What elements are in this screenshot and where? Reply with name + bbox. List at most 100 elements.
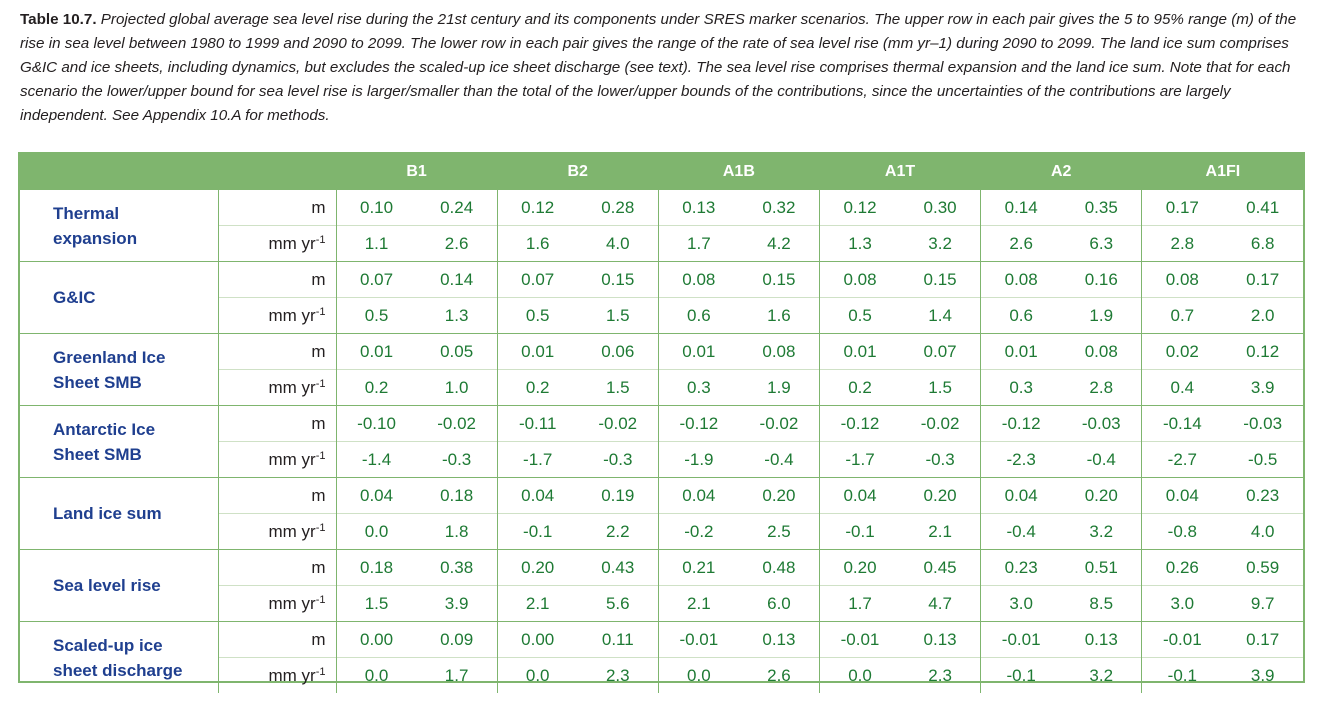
value-cell: 1.7 — [657, 225, 739, 262]
value-cell: -0.3 — [416, 441, 498, 478]
header-blank-units — [217, 154, 336, 190]
value-cell: 6.3 — [1061, 225, 1142, 262]
value-cell: 0.00 — [336, 621, 417, 658]
value-cell: 0.20 — [818, 549, 901, 586]
value-cell: 0.7 — [1141, 297, 1223, 334]
value-cell: -1.7 — [496, 441, 578, 478]
value-cell: 0.28 — [601, 197, 635, 217]
value-cell: 0.41 — [1246, 197, 1280, 217]
value-cell: 9.7 — [1222, 585, 1303, 622]
value-cell: 0.3 — [657, 369, 739, 406]
scenario-header: A1FI — [1140, 154, 1303, 190]
value-cell: 0.08 — [657, 261, 739, 298]
value-cell: 0.20 — [738, 477, 820, 514]
value-cell: 0.26 — [1141, 549, 1223, 586]
value-cell: -0.11 — [496, 405, 578, 442]
unit-metres: m — [218, 477, 337, 514]
value-cell: 2.8 — [1061, 369, 1142, 406]
value-cell: 0.43 — [577, 549, 659, 586]
row-label-line: Antarctic Ice — [53, 419, 156, 439]
value-cell: 0.01 — [336, 333, 417, 370]
value-cell: 0.17 — [1141, 190, 1223, 226]
value-cell: -0.01 — [980, 621, 1062, 658]
value-cell: 0.35 — [1084, 197, 1118, 217]
value-cell: 0.38 — [416, 549, 498, 586]
value-cell: -0.3 — [900, 441, 981, 478]
value-cell: 3.9 — [1222, 369, 1303, 406]
value-cell: 0.0 — [496, 657, 578, 693]
table-row: Antarctic Ice Sheet SMB m -0.10 -0.02 -0.11 -0… — [20, 405, 1303, 478]
value-cell: 2.3 — [577, 657, 659, 693]
value-cell: 1.3 — [416, 297, 498, 334]
unit-rate: mm yr-1 — [218, 297, 337, 334]
value-cell: -2.3 — [980, 441, 1062, 478]
value-cell: 0.17 — [1222, 261, 1303, 298]
unit-metres: m — [218, 621, 337, 658]
value-cell: 1.4 — [900, 297, 981, 334]
sea-level-table: B1 B2 A1B A1T A2 A1FI Thermal expansion m 0.10 0.… — [18, 152, 1305, 693]
value-cell: 3.0 — [1141, 585, 1223, 622]
row-label: Thermal expansion — [20, 190, 219, 262]
value-cell: 1.0 — [416, 369, 498, 406]
value-cell: 0.15 — [900, 261, 981, 298]
value-cell: -0.01 — [1141, 621, 1223, 658]
value-cell: 5.6 — [577, 585, 659, 622]
value-cell: 3.9 — [416, 585, 498, 622]
value-cell: 4.0 — [577, 225, 659, 262]
value-cell: 0.09 — [416, 621, 498, 658]
row-label-line: Sea level rise — [53, 576, 161, 595]
value-cell: 1.6 — [738, 297, 820, 334]
row-label-line: Sheet SMB — [53, 372, 142, 392]
value-cell: -0.01 — [657, 621, 739, 658]
value-cell: -0.1 — [818, 513, 901, 550]
table-row: Sea level rise m 0.18 0.38 0.20 0.43 0.21 0.48 0… — [20, 549, 1303, 622]
value-cell: 1.5 — [577, 369, 659, 406]
value-cell: 2.0 — [1222, 297, 1303, 334]
value-cell: 0.06 — [577, 333, 659, 370]
scenario-header: A1B — [657, 154, 820, 190]
value-cell: 0.48 — [738, 549, 820, 586]
row-label-line: Greenland Ice — [53, 347, 166, 367]
value-cell: 0.08 — [980, 261, 1062, 298]
value-cell: 0.04 — [1141, 477, 1223, 514]
value-cell: -0.12 — [980, 405, 1062, 442]
unit-metres: m — [218, 261, 337, 298]
value-cell: 0.12 — [1222, 333, 1303, 370]
table-row: mm yr-1 0.2 1.0 0.2 1.5 0.3 1.9 0.2 1.5 0.3 2.8 0.4… — [20, 369, 1303, 406]
unit-rate: mm yr-1 — [218, 585, 337, 622]
value-cell: -0.3 — [577, 441, 659, 478]
value-cell: -0.4 — [1061, 441, 1142, 478]
unit-metres: m — [218, 333, 337, 370]
value-cell: 2.6 — [416, 225, 498, 262]
value-cell: 0.01 — [496, 333, 578, 370]
row-label: G&IC — [20, 261, 219, 334]
value-cell: -0.1 — [1141, 657, 1223, 693]
value-cell: 0.04 — [818, 477, 901, 514]
value-cell: -0.12 — [657, 405, 739, 442]
value-cell: 0.32 — [762, 197, 796, 217]
row-label: Antarctic Ice Sheet SMB — [20, 405, 219, 478]
value-cell: 1.9 — [1061, 297, 1142, 334]
unit-metres: m — [218, 549, 337, 586]
table-row: Scaled-up ice sheet discharge m 0.00 0.09 0.0… — [20, 621, 1303, 693]
value-cell: -0.2 — [657, 513, 739, 550]
value-cell: 0.02 — [1141, 333, 1223, 370]
value-cell: -0.01 — [818, 621, 901, 658]
value-cell: 1.5 — [900, 369, 981, 406]
value-cell: 1.5 — [577, 297, 659, 334]
value-cell: 0.17 — [1222, 621, 1303, 658]
value-cell: 0.6 — [657, 297, 739, 334]
value-cell: 0.08 — [738, 333, 820, 370]
value-cell: 0.23 — [1222, 477, 1303, 514]
caption-text: Projected global average sea level rise … — [20, 11, 1297, 124]
row-label: Sea level rise — [20, 549, 219, 622]
value-cell: 0.30 — [923, 197, 957, 217]
value-cell: 0.11 — [577, 621, 659, 658]
table-row: mm yr-1 0.0 1.8 -0.1 2.2 -0.2 2.5 -0.1 2.1 -0.4 3.… — [20, 513, 1303, 550]
table-row: Thermal expansion m 0.10 0.24 0.12 0.28 0.13 0.3… — [20, 190, 1303, 262]
value-cell: 0.45 — [900, 549, 981, 586]
value-cell: 0.01 — [980, 333, 1062, 370]
value-cell: 8.5 — [1061, 585, 1142, 622]
row-label-line: Land ice sum — [53, 504, 162, 523]
value-cell: 6.0 — [738, 585, 820, 622]
